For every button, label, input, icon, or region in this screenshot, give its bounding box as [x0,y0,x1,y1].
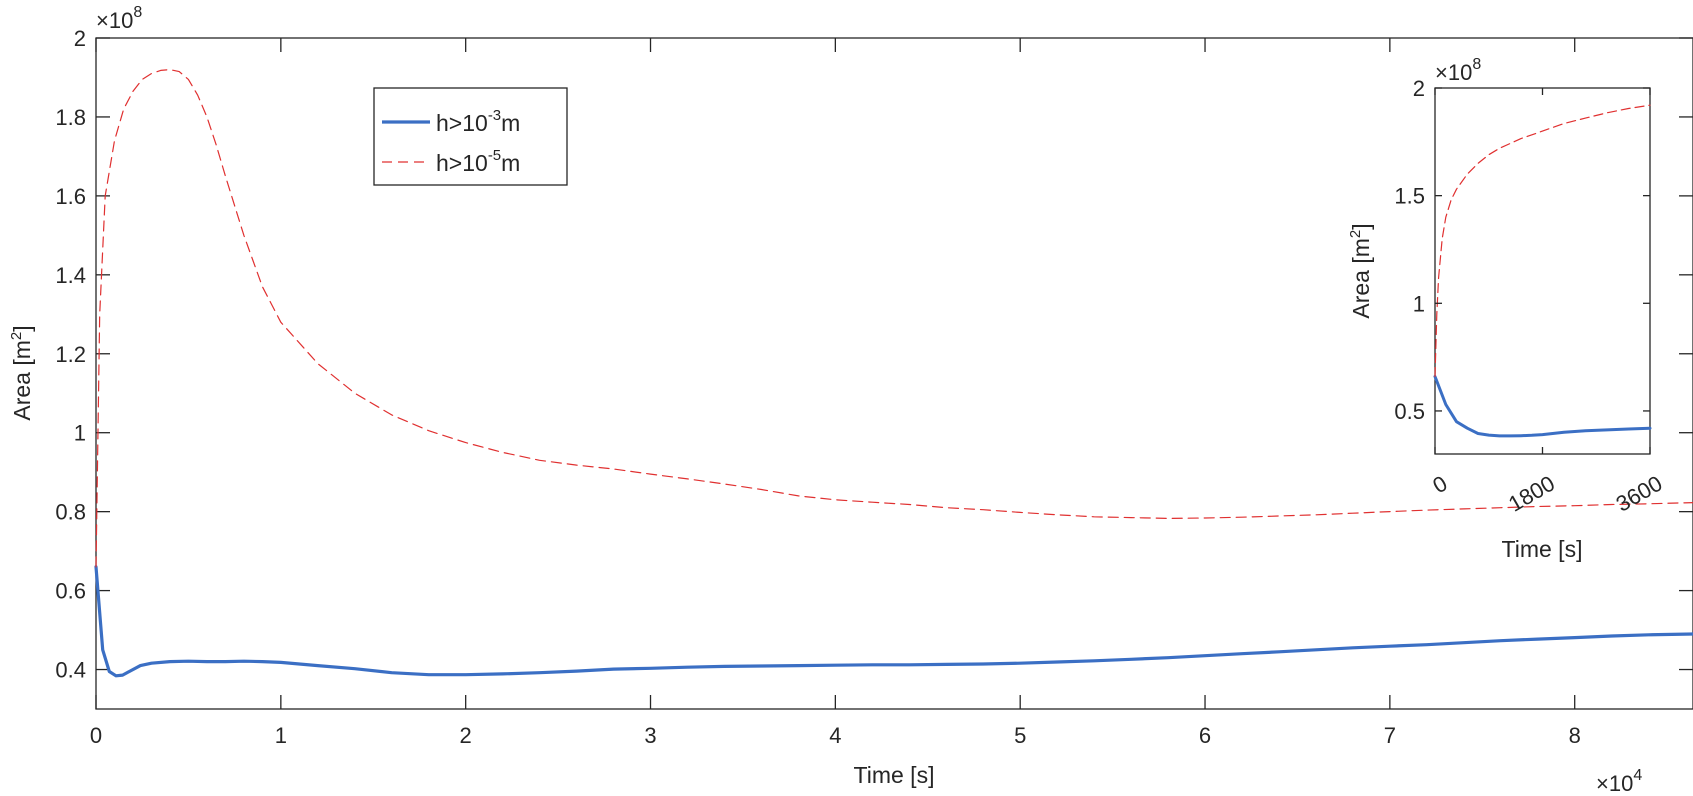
main-x-tick-label: 5 [1014,723,1026,748]
main-y-tick-label: 1.8 [55,105,86,130]
inset-axes: 0.5 1 1.5 2 0 1800 3600 Time [s] Area [m2] ×1… [1347,56,1667,562]
main-x-exponent: ×104 [1596,767,1642,796]
inset-series-dashed-line [1434,104,1651,378]
main-x-tick-label: 4 [829,723,841,748]
main-x-axis-label: Time [s] [854,762,935,788]
main-x-tick-label: 2 [460,723,472,748]
main-y-tick-label: 0.4 [55,658,86,683]
legend-box [373,87,568,186]
inset-x-axis-label: Time [s] [1502,536,1583,562]
main-axes: 0.4 0.6 0.8 1 1.2 1.4 1.6 1.8 2 0 1 2 3 4 5 6 7 8 Time [… [8,4,1693,796]
inset-series-group [1433,104,1652,438]
inset-y-tick-label: 0.5 [1394,399,1425,424]
inset-series-solid-line [1433,375,1652,438]
inset-plot-background [1435,88,1650,454]
inset-y-exponent: ×108 [1435,56,1481,85]
main-x-ticks: 0 1 2 3 4 5 6 7 8 [90,38,1581,748]
main-series-dashed-line [95,68,1693,568]
main-x-tick-label: 8 [1569,723,1581,748]
inset-x-tick-label: 3600 [1612,471,1667,517]
inset-y-axis-label: Area [m2] [1347,223,1374,318]
main-y-axis-label: Area [m2] [8,325,35,420]
inset-y-tick-label: 1.5 [1394,184,1425,209]
main-x-tick-label: 1 [275,723,287,748]
legend: h>10-3m h>10-5m [373,87,568,186]
main-y-ticks: 0.4 0.6 0.8 1 1.2 1.4 1.6 1.8 2 [55,26,1693,683]
inset-x-tick-label: 0 [1428,471,1451,499]
main-y-tick-label: 1 [74,421,86,446]
inset-y-tick-label: 2 [1413,76,1425,101]
legend-entry-0: h>10-3m [436,107,520,136]
main-x-tick-label: 3 [644,723,656,748]
inset-y-ticks: 0.5 1 1.5 2 [1394,76,1650,424]
inset-y-tick-label: 1 [1413,291,1425,316]
main-series-group [94,68,1693,678]
main-y-tick-label: 2 [74,26,86,51]
main-x-tick-label: 6 [1199,723,1211,748]
main-y-tick-label: 1.4 [55,263,86,288]
main-x-tick-label: 7 [1384,723,1396,748]
main-y-tick-label: 0.6 [55,579,86,604]
main-y-tick-label: 1.2 [55,342,86,367]
main-plot-frame [95,37,1693,710]
main-x-tick-label: 0 [90,723,102,748]
main-y-tick-label: 1.6 [55,184,86,209]
main-y-tick-label: 0.8 [55,500,86,525]
legend-entry-1: h>10-5m [436,147,520,176]
main-y-exponent: ×108 [96,4,142,33]
main-series-solid-line [94,565,1693,678]
inset-x-tick-label: 1800 [1504,471,1559,517]
